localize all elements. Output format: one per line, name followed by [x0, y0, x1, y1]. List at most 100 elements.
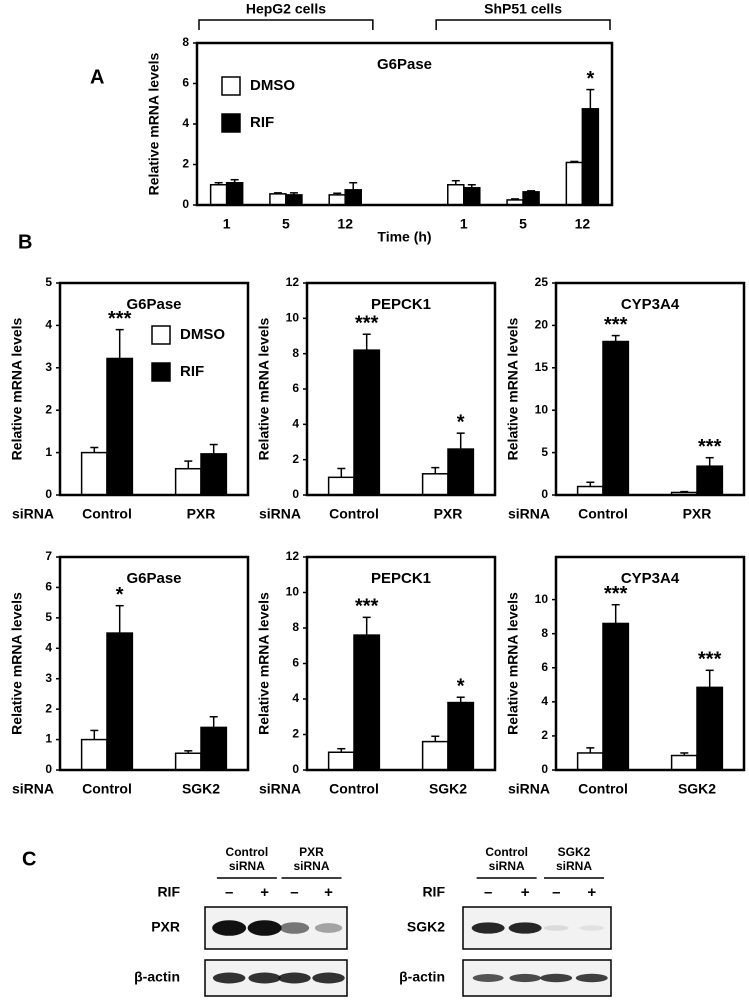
- x-tick-label: 1: [223, 216, 231, 232]
- y-tick-label: 15: [535, 360, 549, 374]
- y-axis-label: Relative mRNA levels: [9, 592, 25, 735]
- significance: *: [116, 584, 124, 606]
- plot-frame: [195, 41, 614, 207]
- y-tick-label: 0: [292, 487, 299, 501]
- treatment-sign: –: [552, 884, 560, 901]
- plot-frame: [305, 281, 497, 497]
- blot-band: [247, 920, 282, 936]
- group-bracket: [198, 19, 374, 30]
- blot-band: [212, 920, 247, 936]
- bar: [581, 108, 600, 206]
- y-axis-label: Relative mRNA levels: [505, 317, 521, 460]
- x-axis-label: siRNA: [259, 506, 301, 522]
- blot-band: [575, 973, 608, 983]
- treatment-sign: +: [324, 884, 333, 901]
- x-tick-label: SGK2: [678, 781, 716, 797]
- y-tick-label: 10: [286, 311, 300, 325]
- bar: [209, 184, 228, 206]
- y-tick-label: 2: [292, 727, 299, 741]
- x-tick-label: 5: [519, 216, 527, 232]
- x-axis-label: siRNA: [508, 506, 550, 522]
- bar: [522, 191, 540, 206]
- blot-band: [212, 972, 246, 984]
- blot-band: [248, 972, 281, 984]
- bar: [565, 161, 584, 206]
- y-tick-label: 6: [182, 76, 189, 90]
- y-tick-label: 4: [182, 116, 189, 130]
- x-axis-label: siRNA: [12, 506, 54, 522]
- x-tick-label: Control: [82, 506, 132, 522]
- bar: [576, 485, 604, 496]
- blot-band: [579, 925, 605, 931]
- blot-band: [312, 972, 345, 984]
- y-tick-label: 12: [286, 275, 300, 289]
- treatment-label: RIF: [157, 884, 180, 900]
- bar: [447, 448, 475, 496]
- blot-band: [509, 973, 541, 983]
- bar: [670, 754, 698, 771]
- bar: [327, 751, 355, 771]
- y-tick-label: 25: [535, 275, 549, 289]
- plot-frame: [58, 281, 250, 497]
- x-axis-label: siRNA: [259, 781, 301, 797]
- group-bracket: [435, 19, 611, 30]
- y-tick-label: 0: [541, 762, 548, 776]
- bar: [327, 476, 355, 496]
- y-tick-label: 1: [45, 445, 52, 459]
- blot-band: [471, 922, 505, 934]
- y-tick-label: 1: [45, 732, 52, 746]
- bar: [344, 189, 362, 206]
- y-tick-label: 2: [45, 701, 52, 715]
- x-tick-label: 12: [337, 216, 353, 232]
- significance: *: [457, 411, 465, 433]
- bar: [696, 686, 724, 771]
- y-tick-label: 2: [182, 157, 189, 171]
- blot-group-label: siRNA: [489, 859, 525, 873]
- blot-row-label: β-actin: [134, 969, 180, 985]
- blot-group-label: Control: [485, 845, 528, 859]
- bar: [328, 194, 346, 206]
- bar: [576, 752, 604, 771]
- chart-title: PEPCK1: [371, 296, 431, 313]
- legend-label: DMSO: [250, 77, 295, 94]
- y-axis-label: Relative mRNA levels: [9, 317, 25, 460]
- y-tick-label: 4: [541, 694, 548, 708]
- bar: [106, 357, 134, 496]
- y-tick-label: 8: [292, 620, 299, 634]
- x-tick-label: PXR: [187, 506, 216, 522]
- plot-frame: [554, 555, 746, 772]
- x-tick-label: 5: [282, 216, 290, 232]
- y-axis-label: Relative mRNA levels: [505, 592, 521, 735]
- y-tick-label: 4: [292, 417, 299, 431]
- treatment-label: RIF: [422, 884, 445, 900]
- x-tick-label: 1: [460, 216, 468, 232]
- blot-group-label: siRNA: [229, 859, 265, 873]
- legend-label: DMSO: [180, 326, 225, 343]
- y-tick-label: 3: [45, 360, 52, 374]
- blot-band: [279, 922, 310, 934]
- y-tick-label: 3: [45, 671, 52, 685]
- significance: ***: [604, 583, 628, 605]
- x-tick-label: Control: [329, 506, 379, 522]
- y-tick-label: 5: [45, 275, 52, 289]
- plot-frame: [305, 555, 497, 772]
- legend-swatch: [151, 362, 171, 382]
- bar: [174, 467, 202, 496]
- panel-label: A: [90, 66, 104, 88]
- y-tick-label: 6: [541, 660, 548, 674]
- y-tick-label: 2: [541, 728, 548, 742]
- blot-band: [278, 972, 311, 984]
- blot-band: [543, 925, 569, 931]
- bar: [106, 632, 134, 771]
- bar: [602, 340, 630, 496]
- blot-row-label: SGK2: [407, 919, 445, 935]
- blot-band: [472, 974, 504, 982]
- blot-group-label: siRNA: [293, 859, 329, 873]
- legend-label: RIF: [180, 363, 204, 380]
- treatment-sign: –: [484, 884, 492, 901]
- y-tick-label: 12: [286, 549, 300, 563]
- y-tick-label: 2: [292, 452, 299, 466]
- significance: ***: [604, 314, 628, 336]
- bar: [285, 194, 303, 206]
- y-tick-label: 5: [45, 610, 52, 624]
